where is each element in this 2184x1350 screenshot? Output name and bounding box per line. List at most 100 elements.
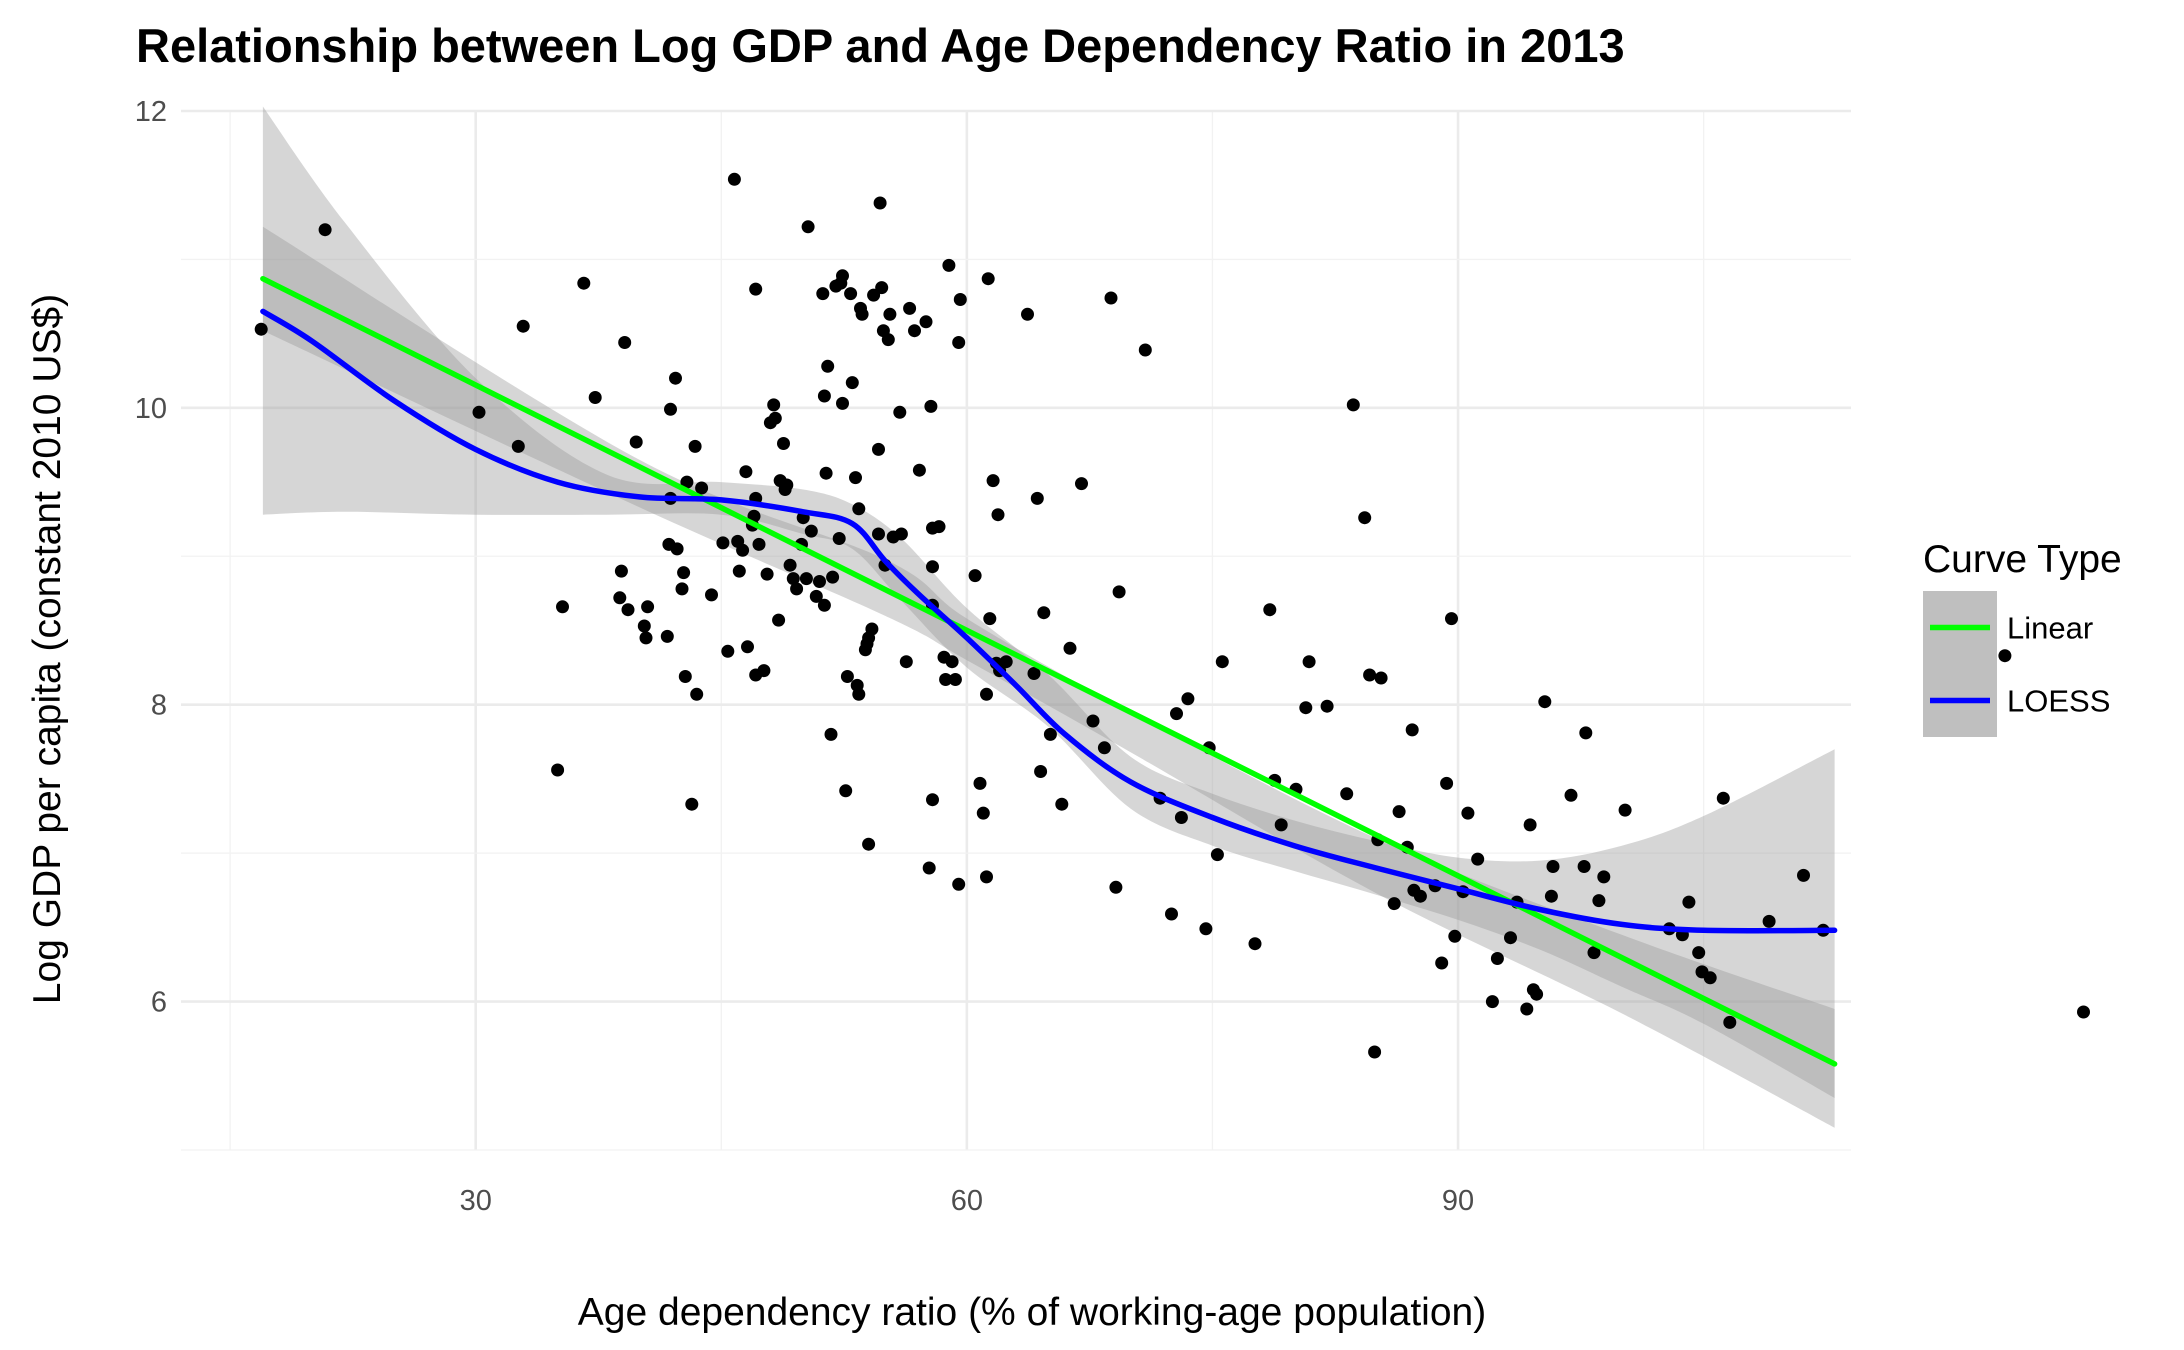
data-point (924, 399, 938, 413)
data-point (1263, 603, 1277, 617)
x-tick-label: 30 (460, 1185, 492, 1217)
data-point (1564, 788, 1578, 802)
data-point (986, 474, 1000, 488)
data-point (1618, 803, 1632, 817)
data-point (1340, 787, 1354, 801)
data-point (849, 471, 862, 485)
data-point (1112, 585, 1126, 599)
data-point (1302, 655, 1316, 669)
data-point (939, 673, 953, 686)
data-point (991, 508, 1005, 522)
data-point (772, 613, 786, 627)
data-point (511, 439, 525, 453)
data-point (736, 543, 750, 557)
data-point (836, 396, 849, 410)
data-point (976, 806, 990, 820)
data-point (1703, 971, 1717, 985)
data-point (801, 220, 815, 234)
data-point (875, 281, 889, 295)
data-point (980, 687, 993, 701)
data-point (629, 435, 643, 449)
legend-label: Linear (2007, 611, 2093, 646)
data-point (1413, 889, 1427, 903)
data-point (1544, 889, 1558, 903)
data-point (1181, 692, 1195, 706)
data-point (1075, 477, 1088, 491)
data-point (641, 600, 655, 614)
data-point (1358, 511, 1372, 525)
data-point (1055, 797, 1069, 811)
data-point (621, 603, 635, 617)
data-point (908, 324, 921, 338)
data-point (705, 588, 718, 602)
legend: Curve Type Linear LOESS (1923, 538, 2122, 737)
data-point (752, 537, 766, 551)
data-point (1692, 946, 1706, 960)
data-point (727, 172, 741, 186)
data-point (749, 282, 763, 296)
data-point (1592, 894, 1606, 908)
data-point (1109, 880, 1123, 894)
y-tick-label: 12 (135, 96, 167, 128)
data-point (677, 566, 691, 580)
data-point (816, 287, 830, 301)
fit-lines (260, 275, 1838, 1067)
data-point (1368, 1045, 1382, 1059)
loess-confidence-band (262, 106, 1835, 1098)
data-point (516, 319, 530, 333)
data-point (739, 465, 753, 479)
data-point (716, 536, 730, 550)
data-point (660, 629, 674, 643)
data-point (688, 439, 702, 453)
data-point (614, 564, 628, 578)
x-tick-label: 60 (951, 1185, 983, 1217)
data-point (817, 598, 831, 612)
data-point (862, 837, 876, 851)
data-point (912, 463, 926, 477)
data-point (732, 564, 746, 578)
data-point (981, 272, 995, 286)
x-axis-title: Age dependency ratio (% of working-age p… (578, 1291, 1486, 1334)
data-point (1597, 870, 1611, 884)
data-point (1274, 818, 1288, 832)
data-point (1170, 707, 1183, 721)
data-point (826, 570, 840, 584)
data-point (836, 269, 849, 283)
data-point (903, 301, 917, 315)
data-point (1405, 723, 1419, 737)
data-point (952, 336, 966, 349)
data-point (948, 673, 962, 686)
data-point (1248, 937, 1262, 951)
data-point (1723, 1015, 1737, 1029)
data-point (664, 402, 677, 416)
data-point (1435, 956, 1449, 970)
data-point (1104, 291, 1118, 305)
y-axis-title: Log GDP per capita (constant 2010 US$) (26, 294, 69, 1004)
data-point (588, 391, 602, 404)
data-point (942, 258, 956, 272)
data-point (881, 333, 895, 347)
data-point (804, 524, 818, 538)
data-point (926, 560, 939, 574)
data-point (1199, 922, 1213, 936)
data-point (980, 870, 993, 884)
data-point (926, 793, 939, 807)
data-point (254, 322, 268, 336)
data-point (1063, 641, 1077, 655)
data-point (1165, 907, 1178, 921)
y-tick-label: 10 (135, 393, 167, 425)
data-point (685, 797, 699, 811)
data-point (872, 527, 885, 541)
data-point (1097, 741, 1111, 755)
y-tick-label: 6 (151, 987, 167, 1019)
data-point (809, 589, 823, 603)
data-point (1762, 914, 1776, 928)
data-point (721, 644, 735, 658)
data-point (799, 572, 813, 586)
data-point (919, 315, 933, 329)
data-point (852, 687, 866, 701)
data-point (1174, 811, 1188, 824)
data-point (556, 600, 569, 614)
legend-label: LOESS (2007, 684, 2110, 719)
data-points (254, 172, 2090, 1059)
